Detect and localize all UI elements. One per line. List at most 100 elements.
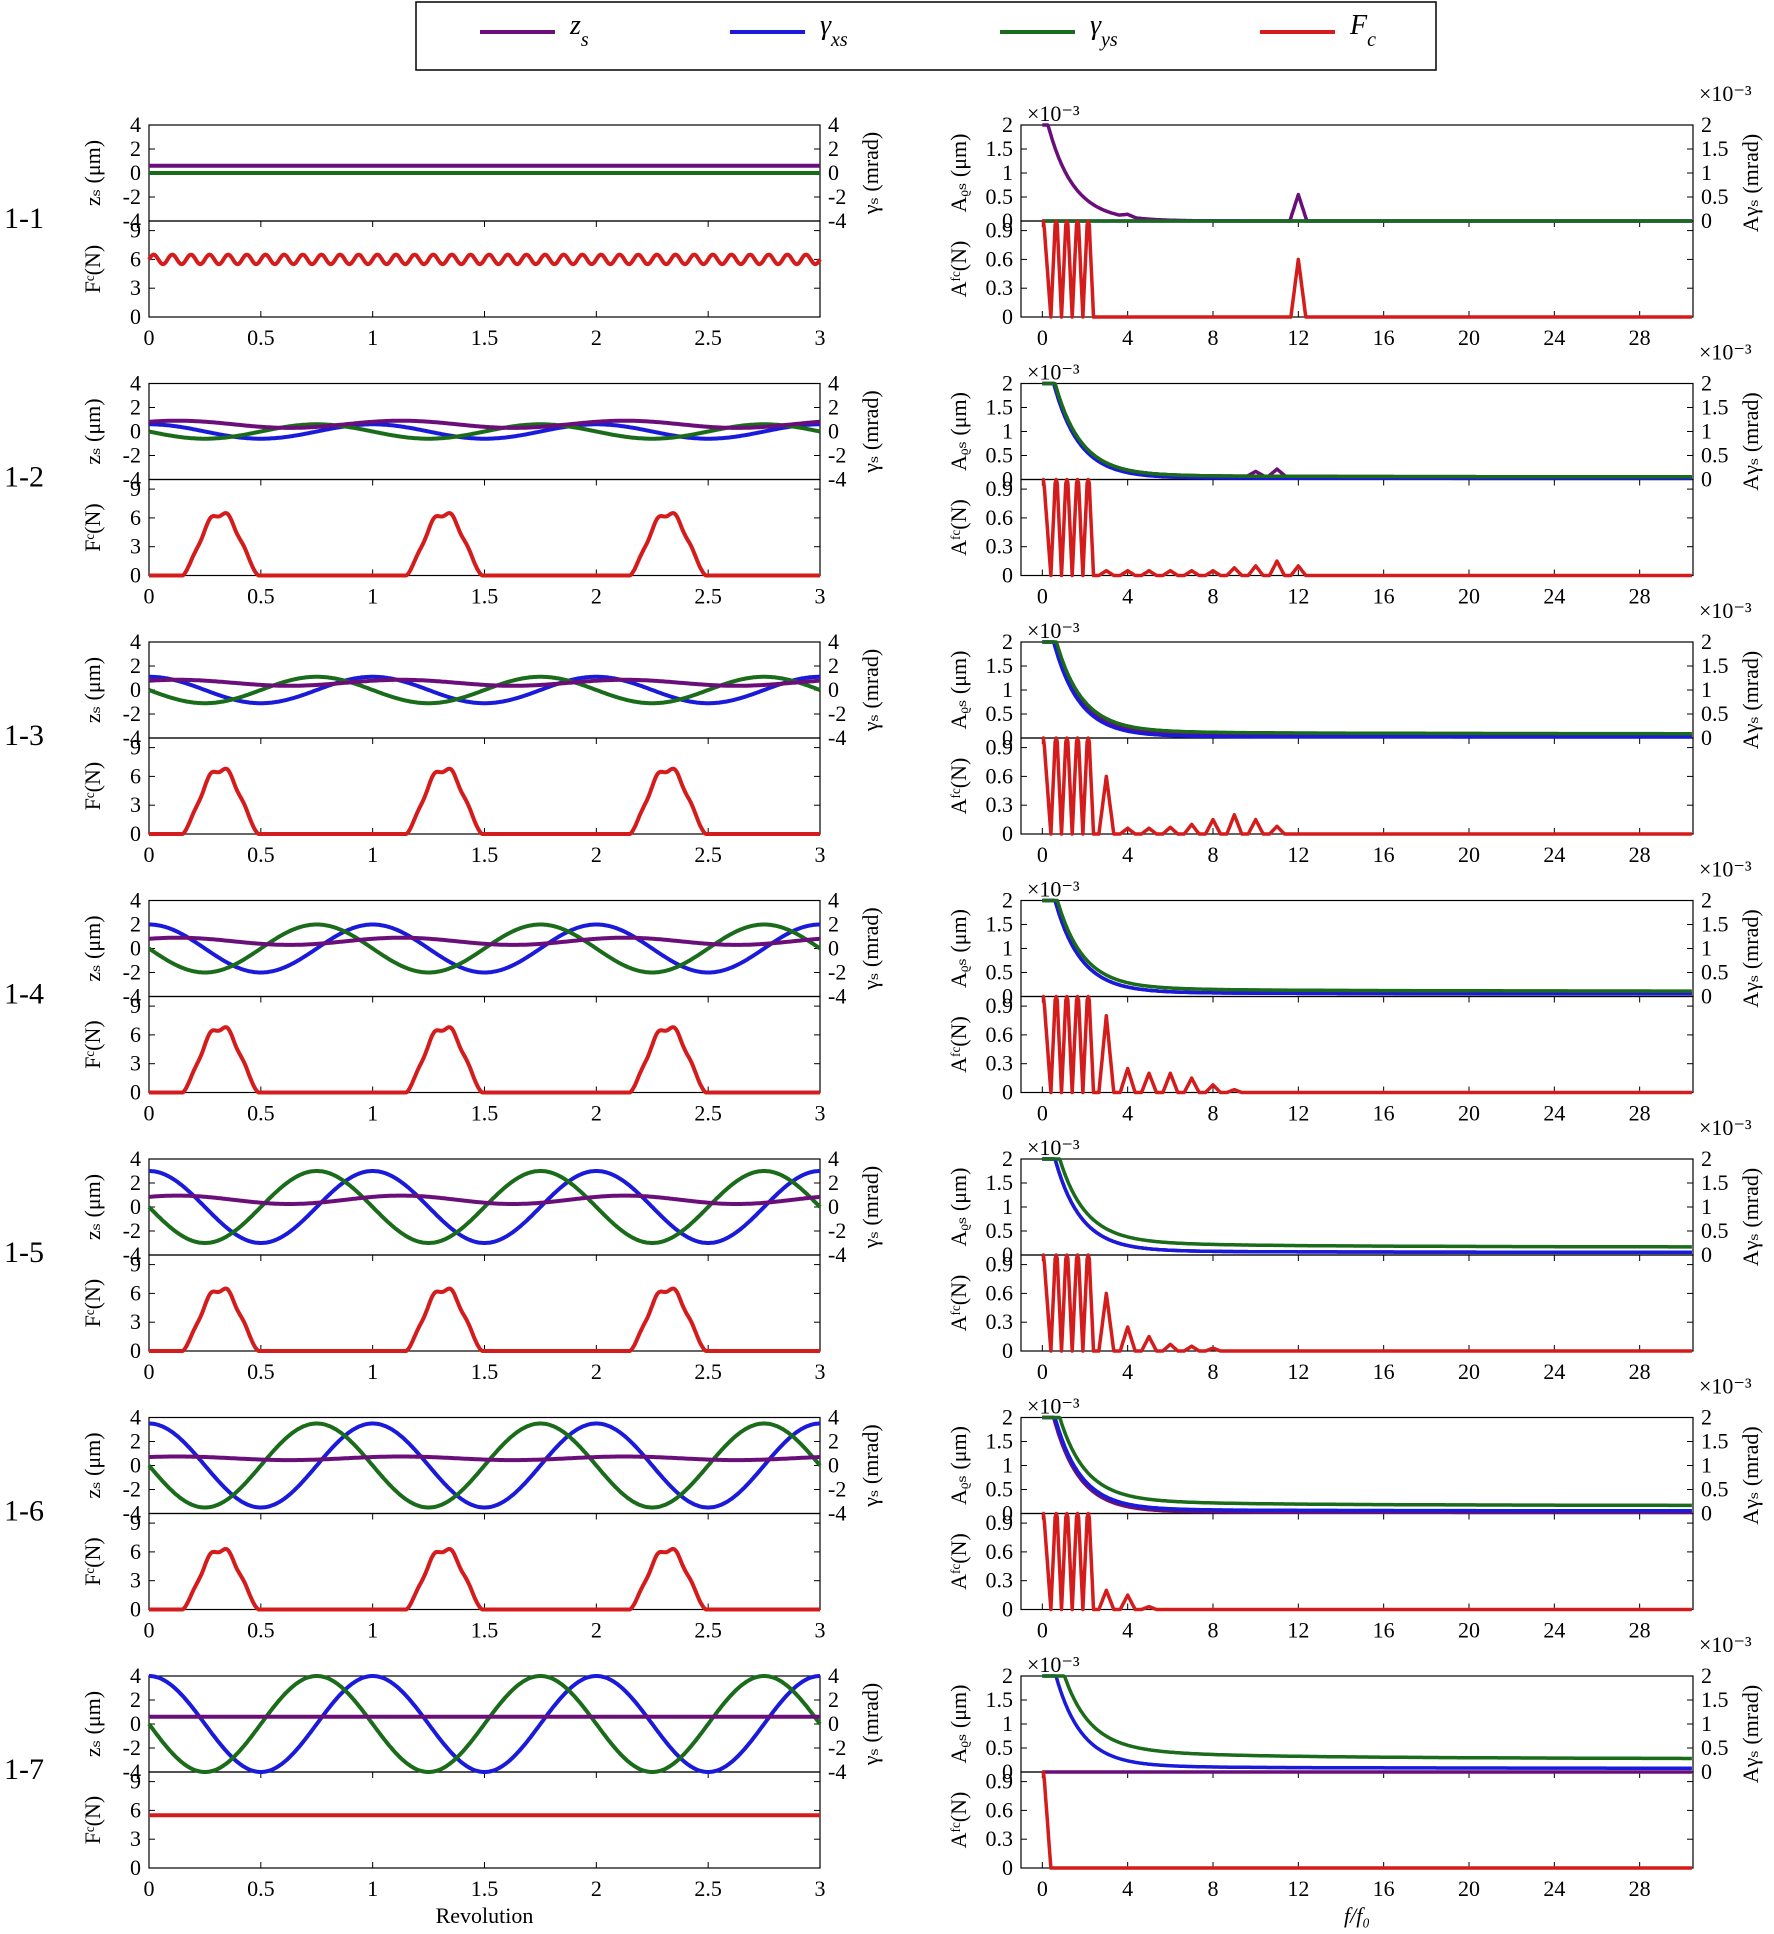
freq-motion-ytick: 1.5 bbox=[986, 1687, 1014, 1712]
spectrum-gamma-ys bbox=[1041, 898, 1693, 993]
freq-xtick: 0 bbox=[1037, 842, 1048, 867]
time-xtick: 0 bbox=[144, 1618, 155, 1643]
time-motion-ytick: -4 bbox=[123, 1759, 141, 1784]
freq-xtick: 0 bbox=[1037, 1876, 1048, 1901]
row-label: 1-3 bbox=[4, 719, 44, 752]
exponent-right: ×10⁻³ bbox=[1699, 1115, 1752, 1140]
time-force-ytick: 0 bbox=[130, 1080, 141, 1105]
time-motion-ytick: -2 bbox=[123, 1477, 141, 1502]
series-gamma-ys bbox=[148, 422, 821, 441]
freq-motion-ytick-right: 0.5 bbox=[1701, 960, 1729, 985]
time-force-ytick: 6 bbox=[130, 505, 141, 530]
freq-xtick: 4 bbox=[1122, 1876, 1133, 1901]
freq-motion-ytick: 0.5 bbox=[986, 701, 1014, 726]
ylabel-azs: Aᵨₛ (μm) bbox=[946, 1685, 971, 1764]
exponent-left: ×10⁻³ bbox=[1027, 877, 1080, 902]
time-xtick: 0.5 bbox=[247, 1876, 275, 1901]
freq-force-ytick: 0.3 bbox=[986, 1826, 1014, 1851]
freq-motion-ytick: 2 bbox=[1002, 371, 1013, 396]
freq-force-ytick: 0.9 bbox=[986, 218, 1014, 243]
spectrum-fc bbox=[1041, 736, 1693, 836]
freq-motion-ytick-right: 0 bbox=[1701, 467, 1712, 492]
time-motion-ytick: -2 bbox=[123, 184, 141, 209]
freq-motion-ytick: 1 bbox=[1002, 419, 1013, 444]
ylabel-zs: zₛ (μm) bbox=[80, 140, 105, 206]
series-gamma-ys bbox=[147, 1421, 822, 1510]
time-xtick: 1.5 bbox=[471, 1876, 499, 1901]
ylabel-afc: Aᶠᶜ(N) bbox=[946, 1275, 971, 1332]
time-force-ytick: 9 bbox=[130, 1510, 141, 1535]
time-xtick: 1 bbox=[367, 1876, 378, 1901]
time-xtick: 1.5 bbox=[471, 584, 499, 609]
time-motion-ytick: 4 bbox=[130, 888, 141, 913]
time-force-ytick: 0 bbox=[130, 1597, 141, 1622]
series-gamma-ys bbox=[147, 1674, 822, 1774]
freq-xtick: 28 bbox=[1629, 1618, 1651, 1643]
time-force-ytick: 0 bbox=[130, 821, 141, 846]
freq-force-axes bbox=[1020, 478, 1694, 577]
freq-motion-ytick: 0.5 bbox=[986, 1477, 1014, 1502]
ylabel-afc: Aᶠᶜ(N) bbox=[946, 758, 971, 815]
time-force-ytick: 3 bbox=[130, 275, 141, 300]
freq-motion-ytick: 1.5 bbox=[986, 1429, 1014, 1454]
time-force-ytick: 3 bbox=[130, 1568, 141, 1593]
row-label: 1-1 bbox=[4, 202, 44, 235]
row-label: 1-7 bbox=[4, 1753, 44, 1786]
ylabel-azs: Aᵨₛ (μm) bbox=[946, 1426, 971, 1505]
time-motion-ytick-right: 0 bbox=[828, 936, 839, 961]
freq-xtick: 24 bbox=[1543, 842, 1565, 867]
series-zs bbox=[148, 935, 821, 947]
ylabel-azs: Aᵨₛ (μm) bbox=[946, 134, 971, 213]
time-motion-ytick: -4 bbox=[123, 208, 141, 233]
ylabel-zs: zₛ (μm) bbox=[80, 1691, 105, 1757]
time-motion-ytick: -4 bbox=[123, 467, 141, 492]
series-zs bbox=[148, 418, 821, 430]
freq-motion-ytick-right: 0.5 bbox=[1701, 1477, 1729, 1502]
row-label: 1-6 bbox=[4, 1495, 44, 1528]
time-motion-ytick-right: 0 bbox=[828, 160, 839, 185]
time-xtick: 1 bbox=[367, 584, 378, 609]
time-xtick: 1.5 bbox=[471, 1618, 499, 1643]
freq-motion-ytick-right: 1.5 bbox=[1701, 912, 1729, 937]
time-force-ytick: 6 bbox=[130, 763, 141, 788]
freq-xtick: 4 bbox=[1122, 842, 1133, 867]
ylabel-agamma: Aγₛ (mrad) bbox=[1738, 1426, 1763, 1524]
spectrum-zs bbox=[1041, 640, 1693, 738]
series-gamma-xs bbox=[148, 422, 821, 441]
freq-motion-ytick-right: 2 bbox=[1701, 112, 1712, 137]
freq-motion-ytick: 0.5 bbox=[986, 443, 1014, 468]
time-xtick: 2.5 bbox=[694, 1359, 722, 1384]
time-xtick: 2.5 bbox=[694, 1618, 722, 1643]
time-motion-ytick-right: 4 bbox=[828, 1405, 839, 1430]
time-motion-ytick-right: 0 bbox=[828, 677, 839, 702]
freq-motion-ytick: 0 bbox=[1002, 208, 1013, 233]
freq-motion-ytick-right: 2 bbox=[1701, 1146, 1712, 1171]
ylabel-zs: zₛ (μm) bbox=[80, 915, 105, 981]
time-motion-ytick-right: -4 bbox=[828, 984, 846, 1009]
legend-box bbox=[415, 1, 1437, 71]
ylabel-gamma: γₛ (mrad) bbox=[858, 907, 883, 991]
freq-xtick: 4 bbox=[1122, 325, 1133, 350]
time-force-ytick: 9 bbox=[130, 218, 141, 243]
time-motion-ytick: 2 bbox=[130, 653, 141, 678]
time-force-ytick: 6 bbox=[130, 1539, 141, 1564]
freq-xtick: 16 bbox=[1373, 1876, 1395, 1901]
freq-motion-ytick-right: 0 bbox=[1701, 1759, 1712, 1784]
freq-motion-ytick: 0.5 bbox=[986, 1218, 1014, 1243]
ylabel-agamma: Aγₛ (mrad) bbox=[1738, 134, 1763, 232]
series-fc bbox=[148, 1547, 821, 1612]
freq-motion-ytick: 2 bbox=[1002, 1663, 1013, 1688]
freq-force-ytick: 0.6 bbox=[986, 246, 1014, 271]
time-xtick: 3 bbox=[815, 325, 826, 350]
time-xtick: 1.5 bbox=[471, 1359, 499, 1384]
time-xtick: 1.5 bbox=[471, 325, 499, 350]
time-motion-ytick: 2 bbox=[130, 912, 141, 937]
time-motion-ytick: 2 bbox=[130, 1687, 141, 1712]
time-motion-ytick-right: 2 bbox=[828, 1429, 839, 1454]
freq-xtick: 16 bbox=[1373, 584, 1395, 609]
freq-xtick: 20 bbox=[1458, 325, 1480, 350]
time-motion-ytick-right: -2 bbox=[828, 960, 846, 985]
freq-motion-ytick: 0 bbox=[1002, 467, 1013, 492]
time-motion-ytick: 0 bbox=[130, 419, 141, 444]
